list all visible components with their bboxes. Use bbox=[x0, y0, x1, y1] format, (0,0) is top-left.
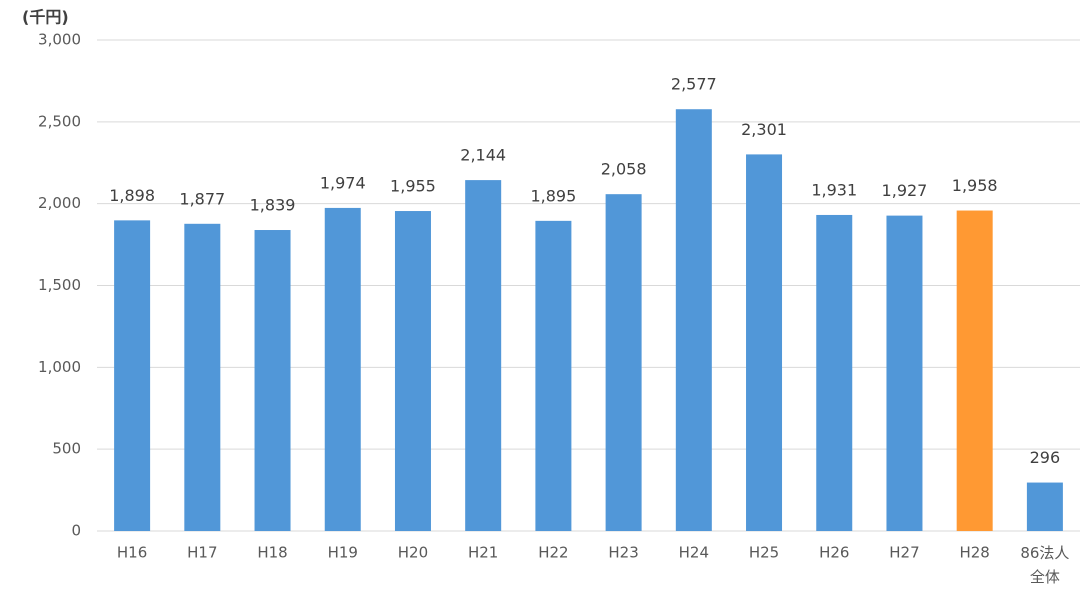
x-tick-label: H28 bbox=[959, 544, 989, 562]
y-tick-label: 0 bbox=[71, 522, 81, 540]
x-tick-label: H18 bbox=[257, 544, 287, 562]
value-label: 1,898 bbox=[109, 186, 155, 205]
bar bbox=[956, 210, 993, 532]
y-tick-label: 1,500 bbox=[38, 276, 81, 294]
value-label: 2,058 bbox=[601, 160, 647, 179]
bar bbox=[1026, 482, 1063, 531]
y-axis-label: (千円) bbox=[22, 8, 69, 27]
x-tick-label: H21 bbox=[468, 544, 498, 562]
x-tick-label: H22 bbox=[538, 544, 568, 562]
value-label: 1,974 bbox=[320, 173, 366, 192]
x-tick-label: H20 bbox=[398, 544, 428, 562]
y-tick-label: 2,000 bbox=[38, 194, 81, 212]
bar bbox=[114, 220, 151, 532]
value-label: 2,301 bbox=[741, 120, 787, 139]
bar bbox=[605, 194, 642, 531]
value-label: 2,144 bbox=[460, 146, 506, 165]
value-label: 1,877 bbox=[179, 189, 225, 208]
value-label: 1,839 bbox=[250, 196, 296, 215]
x-tick-label: 86法人全体 bbox=[1020, 544, 1069, 586]
y-tick-label: 3,000 bbox=[38, 31, 81, 49]
x-tick-label: H19 bbox=[328, 544, 358, 562]
value-label: 296 bbox=[1030, 448, 1061, 467]
bar bbox=[746, 154, 783, 531]
bar bbox=[816, 214, 853, 532]
bar bbox=[465, 180, 502, 531]
y-tick-label: 2,500 bbox=[38, 112, 81, 130]
x-tick-label: H24 bbox=[679, 544, 709, 562]
x-tick-label: H17 bbox=[187, 544, 217, 562]
x-tick-label: H25 bbox=[749, 544, 779, 562]
bar bbox=[254, 230, 291, 531]
value-label: 1,958 bbox=[952, 176, 998, 195]
bar bbox=[675, 109, 712, 531]
value-label: 1,895 bbox=[530, 186, 576, 205]
x-tick-label: H16 bbox=[117, 544, 147, 562]
value-label: 1,931 bbox=[811, 180, 857, 199]
value-label: 1,955 bbox=[390, 177, 436, 196]
bar bbox=[184, 223, 221, 531]
value-label: 2,577 bbox=[671, 75, 717, 94]
y-tick-label: 500 bbox=[52, 440, 81, 458]
bar bbox=[535, 220, 572, 531]
x-tick-label: H27 bbox=[889, 544, 919, 562]
bar bbox=[886, 215, 923, 532]
bar bbox=[394, 211, 431, 531]
x-tick-label: H26 bbox=[819, 544, 849, 562]
y-tick-label: 1,000 bbox=[38, 358, 81, 376]
bar bbox=[324, 207, 361, 531]
x-tick-label: H23 bbox=[608, 544, 638, 562]
value-label: 1,927 bbox=[882, 181, 928, 200]
